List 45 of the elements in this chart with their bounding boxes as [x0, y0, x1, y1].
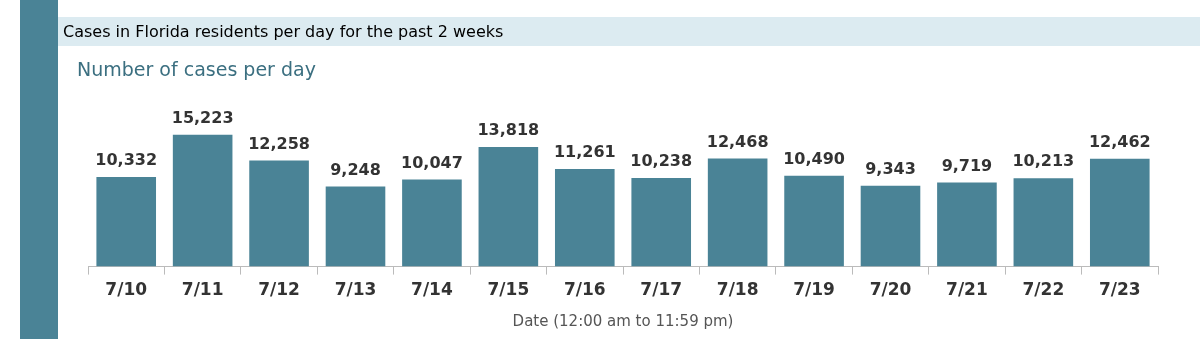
data-label: 9,248	[330, 159, 381, 179]
data-label: 9,343	[865, 158, 916, 178]
data-label: 12,468	[706, 131, 769, 151]
bar	[631, 177, 692, 267]
bar	[860, 185, 921, 267]
data-label: 11,261	[553, 142, 616, 162]
x-tick-label: 7/23	[1098, 279, 1141, 300]
data-label: 10,213	[1012, 151, 1075, 171]
bar	[784, 175, 844, 267]
x-tick-label: 7/15	[487, 279, 530, 300]
x-tick-label: 7/13	[334, 279, 377, 300]
chart-title: Cases in Florida residents per day for the past 2 weeks	[58, 17, 1200, 46]
bar	[1089, 158, 1150, 267]
bar	[1013, 178, 1074, 267]
data-label: 10,332	[95, 150, 158, 170]
bar	[325, 186, 386, 267]
x-tick-label: 7/17	[640, 279, 683, 300]
bar	[707, 158, 768, 267]
bar	[96, 177, 157, 267]
x-axis-title: Date (12:00 am to 11:59 pm)	[512, 311, 734, 330]
data-label: 10,047	[401, 152, 463, 172]
x-tick-label: 7/11	[181, 279, 224, 300]
bar	[402, 179, 462, 267]
data-label: 10,238	[630, 151, 693, 171]
data-label: 9,719	[941, 155, 993, 175]
x-tick-label: 7/19	[793, 279, 835, 300]
data-label: 12,258	[248, 133, 310, 153]
chart-subtitle: Number of cases per day	[77, 58, 316, 80]
x-tick-label: 7/20	[869, 279, 912, 300]
bar	[478, 146, 539, 267]
x-tick-label: 7/14	[411, 279, 453, 300]
x-tick-label: 7/18	[716, 279, 759, 300]
data-label: 10,490	[783, 148, 845, 168]
x-tick-label: 7/12	[258, 279, 300, 300]
data-label: 15,223	[171, 107, 234, 127]
x-tick-label: 7/16	[563, 279, 606, 300]
bar	[249, 160, 309, 267]
data-label: 12,462	[1088, 131, 1151, 151]
bar	[937, 182, 997, 267]
bar	[172, 134, 233, 267]
x-tick-label: 7/21	[946, 279, 988, 300]
x-tick-label: 7/22	[1022, 279, 1065, 300]
bar	[554, 169, 615, 267]
data-label: 13,818	[477, 120, 540, 140]
x-tick-label: 7/10	[105, 279, 148, 300]
